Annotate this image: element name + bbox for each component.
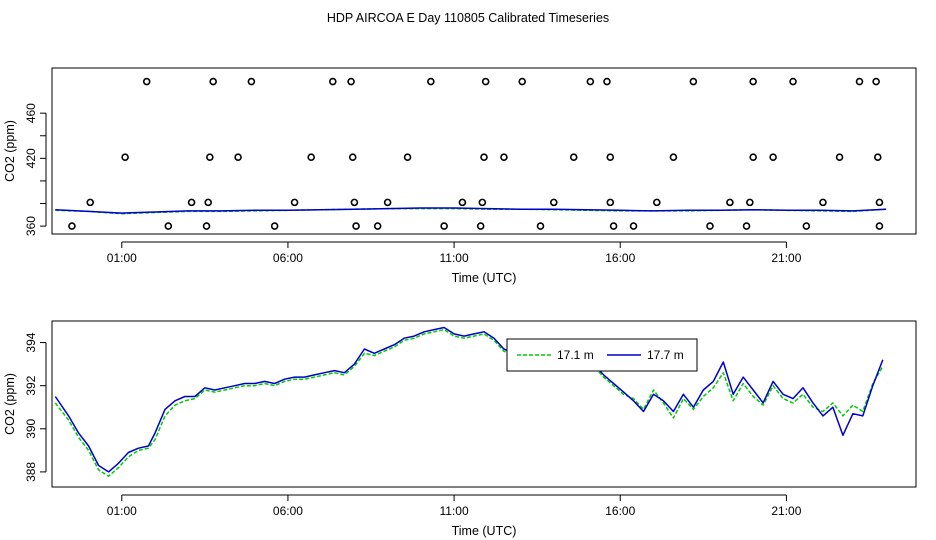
scatter-point <box>247 77 256 86</box>
scatter-point <box>480 153 488 162</box>
x-tick-label: 11:00 <box>440 504 469 518</box>
scatter-point <box>872 77 880 86</box>
legend-label-17-1m: 17.1 m <box>557 348 594 362</box>
y-tick-label: 390 <box>24 418 38 438</box>
plot-marks-bottom <box>54 326 884 477</box>
x-axis-title-top: Time (UTC) <box>452 271 517 285</box>
scatter-point <box>855 77 864 86</box>
scatter-point <box>500 153 508 162</box>
x-tick-label: 06:00 <box>273 251 303 265</box>
scatter-point <box>875 198 884 207</box>
y-tick-label: 420 <box>24 148 38 168</box>
scatter-point <box>403 153 412 162</box>
panel-bottom: 01:00 06:00 11:00 16:00 21:00 388 390 392 394 T… <box>3 320 917 538</box>
y-tick-label: 388 <box>24 462 38 482</box>
scatter-point <box>187 198 196 207</box>
scatter-point <box>164 222 173 230</box>
scatter-point <box>350 198 359 207</box>
x-axis-title-bottom: Time (UTC) <box>452 524 517 538</box>
scatter-point <box>603 77 611 86</box>
scatter-point <box>458 198 467 207</box>
scatter-point <box>383 198 392 207</box>
scatter-point <box>569 153 578 162</box>
scatter-point <box>518 77 527 86</box>
scatter-point <box>206 153 214 162</box>
x-tick-label: 11:00 <box>440 251 469 265</box>
plot-marks-top <box>55 77 887 230</box>
scatter-point <box>835 153 844 162</box>
scatter-point <box>352 222 360 230</box>
y-tick-label: 392 <box>24 375 38 395</box>
scatter-point <box>706 222 714 230</box>
x-tick-label: 21:00 <box>771 251 801 265</box>
scatter-point <box>328 77 337 86</box>
series-line-17-7-m <box>55 207 887 214</box>
scatter-point <box>142 77 151 86</box>
scatter-point <box>749 77 757 86</box>
scatter-point <box>652 198 661 207</box>
scatter-point <box>307 153 316 162</box>
scatter-point <box>875 222 884 230</box>
scatter-point <box>586 77 595 86</box>
scatter-point <box>202 222 211 230</box>
scatter-point <box>769 153 777 162</box>
y-tick-label: 394 <box>24 332 38 352</box>
scatter-point <box>749 153 757 162</box>
y-axis-bottom: 388 390 392 394 <box>24 332 47 482</box>
scatter-point <box>373 222 382 230</box>
series-line-17-7-m <box>54 326 884 473</box>
panel-top: 01:00 06:00 11:00 16:00 21:00 360 420 460 Time… <box>3 67 917 285</box>
y-tick-label: 460 <box>24 103 38 123</box>
scatter-point <box>789 77 797 86</box>
series-line-17-1-m <box>54 328 884 477</box>
scatter-point <box>68 222 76 230</box>
scatter-point <box>478 198 487 207</box>
scatter-point <box>481 77 490 86</box>
scatter-point <box>606 153 615 162</box>
scatter-point <box>348 153 357 162</box>
chart-title: HDP AIRCOA E Day 110805 Calibrated Times… <box>327 11 609 25</box>
x-axis-top: 01:00 06:00 11:00 16:00 21:00 <box>107 241 802 265</box>
legend-label-17-7m: 17.7 m <box>647 348 684 362</box>
scatter-point <box>270 222 279 230</box>
scatter-point <box>86 198 95 207</box>
x-tick-label: 06:00 <box>273 504 303 518</box>
scatter-point <box>204 198 212 207</box>
scatter-point <box>746 198 754 207</box>
x-tick-label: 01:00 <box>107 504 137 518</box>
scatter-point <box>209 77 217 86</box>
scatter-point <box>802 222 811 230</box>
scatter-point <box>234 153 242 162</box>
scatter-point <box>819 198 827 207</box>
x-tick-label: 21:00 <box>771 504 801 518</box>
plot-area-bottom <box>51 320 917 488</box>
x-axis-bottom: 01:00 06:00 11:00 16:00 21:00 <box>107 494 802 518</box>
scatter-point <box>476 222 485 230</box>
scatter-point <box>347 77 355 86</box>
plot-area-top <box>51 67 917 235</box>
scatter-point <box>689 77 698 86</box>
scatter-point <box>121 153 129 162</box>
scatter-point <box>549 198 558 207</box>
scatter-point <box>606 198 615 207</box>
scatter-point <box>427 77 435 86</box>
x-tick-label: 16:00 <box>605 504 635 518</box>
scatter-point <box>290 198 299 207</box>
scatter-point <box>669 153 678 162</box>
y-axis-title-top: CO2 (ppm) <box>3 120 17 182</box>
scatter-point <box>609 222 618 230</box>
y-tick-label: 360 <box>24 216 38 236</box>
scatter-point <box>726 198 734 207</box>
x-tick-label: 01:00 <box>107 251 137 265</box>
legend-box: 17.1 m 17.7 m <box>506 338 698 372</box>
x-tick-label: 16:00 <box>605 251 635 265</box>
scatter-point <box>629 222 638 230</box>
scatter-point <box>536 222 545 230</box>
scatter-point <box>440 222 448 230</box>
scatter-point <box>742 222 751 230</box>
y-axis-top: 360 420 460 <box>24 103 47 236</box>
y-axis-title-bottom: CO2 (ppm) <box>3 373 17 435</box>
scatter-point <box>873 153 882 162</box>
